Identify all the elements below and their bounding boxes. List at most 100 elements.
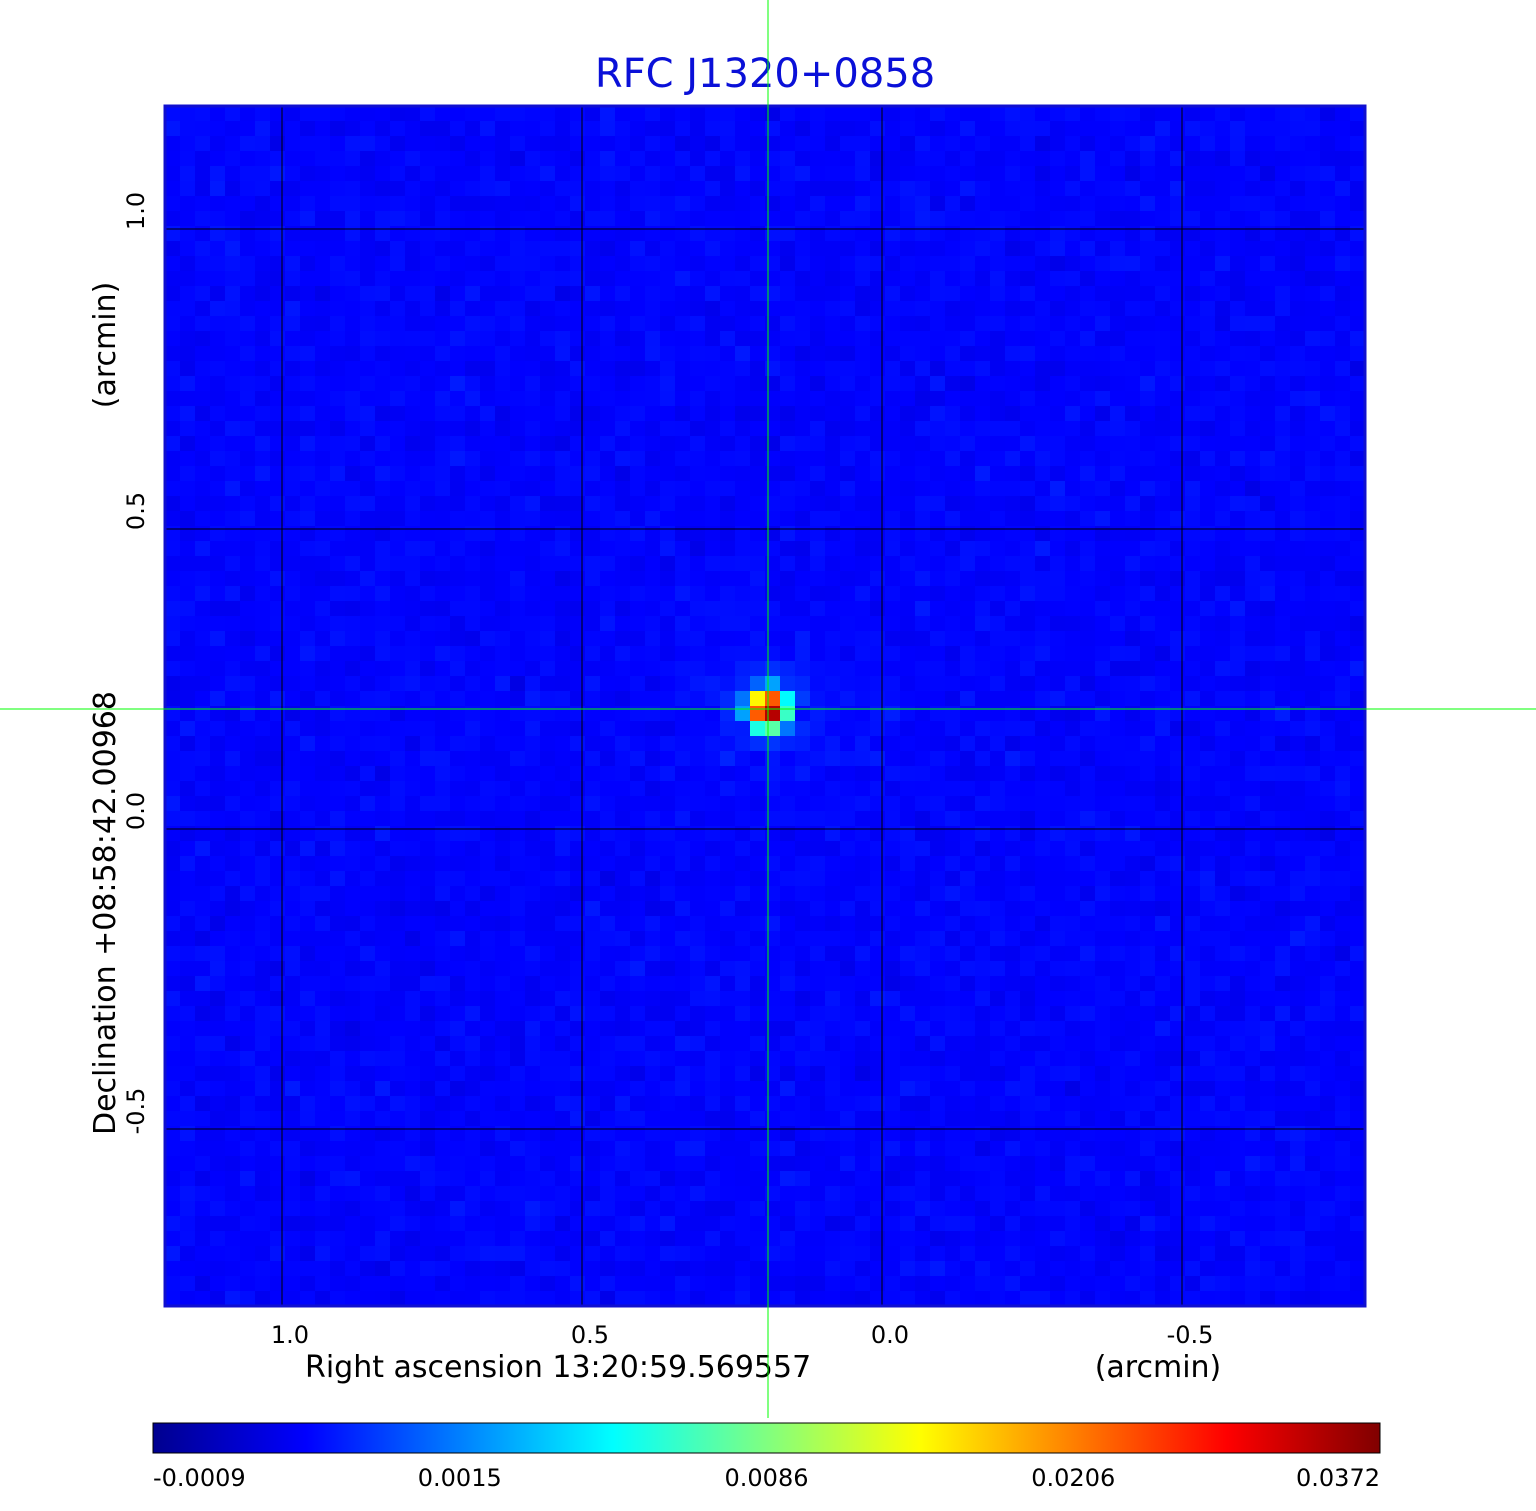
heatmap-cell — [1350, 316, 1365, 332]
heatmap-cell — [465, 916, 481, 932]
heatmap-cell — [585, 571, 601, 587]
heatmap-cell — [525, 766, 541, 782]
heatmap-cell — [450, 496, 466, 512]
heatmap-cell — [570, 421, 586, 437]
heatmap-cell — [1095, 511, 1111, 527]
heatmap-cell — [1305, 721, 1321, 737]
heatmap-cell — [540, 136, 556, 152]
heatmap-cell — [1185, 151, 1201, 167]
heatmap-cell — [870, 361, 886, 377]
heatmap-cell — [855, 871, 871, 887]
heatmap-cell — [1110, 181, 1126, 197]
heatmap-cell — [510, 136, 526, 152]
heatmap-cell — [960, 871, 976, 887]
heatmap-cell — [1140, 136, 1156, 152]
heatmap-cell — [1110, 211, 1126, 227]
heatmap-cell — [1335, 331, 1351, 347]
heatmap-cell — [855, 571, 871, 587]
heatmap-cell — [1275, 991, 1291, 1007]
heatmap-cell — [435, 841, 451, 857]
heatmap-cell — [1305, 691, 1321, 707]
heatmap-cell — [540, 241, 556, 257]
heatmap-cell — [600, 586, 616, 602]
heatmap-cell — [585, 871, 601, 887]
heatmap-cell — [255, 691, 271, 707]
heatmap-cell — [705, 631, 721, 647]
heatmap-cell — [510, 781, 526, 797]
heatmap-cell — [735, 856, 751, 872]
heatmap-cell — [855, 556, 871, 572]
heatmap-cell — [405, 391, 421, 407]
heatmap-cell — [1350, 541, 1365, 557]
heatmap-cell — [1080, 511, 1096, 527]
heatmap-cell — [720, 361, 736, 377]
heatmap-cell — [420, 256, 436, 272]
heatmap-cell — [990, 511, 1006, 527]
heatmap-cell — [615, 646, 631, 662]
heatmap-cell — [1125, 1006, 1141, 1022]
heatmap-cell — [465, 226, 481, 242]
heatmap-cell — [510, 841, 526, 857]
heatmap-cell — [1350, 586, 1365, 602]
heatmap-cell — [1275, 706, 1291, 722]
heatmap-cell — [1305, 376, 1321, 392]
heatmap-cell — [990, 436, 1006, 452]
heatmap-cell — [870, 886, 886, 902]
heatmap-cell — [675, 496, 691, 512]
heatmap-cell — [225, 796, 241, 812]
heatmap-cell — [315, 226, 331, 242]
heatmap-cell — [600, 196, 616, 212]
heatmap-cell — [1095, 451, 1111, 467]
heatmap-cell — [870, 466, 886, 482]
heatmap-cell — [1035, 301, 1051, 317]
heatmap-cell — [630, 646, 646, 662]
heatmap-cell — [1320, 886, 1336, 902]
heatmap-cell — [330, 481, 346, 497]
heatmap-cell — [255, 496, 271, 512]
heatmap-cell — [825, 391, 841, 407]
heatmap-cell — [1335, 106, 1351, 122]
heatmap-cell — [735, 481, 751, 497]
heatmap-cell — [360, 106, 376, 122]
heatmap-cell — [1140, 196, 1156, 212]
heatmap-cell — [675, 631, 691, 647]
heatmap-cell — [1095, 391, 1111, 407]
heatmap-cell — [675, 976, 691, 992]
heatmap-cell — [540, 586, 556, 602]
heatmap-cell — [1155, 436, 1171, 452]
heatmap-cell — [270, 466, 286, 482]
heatmap-cell — [1005, 601, 1021, 617]
heatmap-cell — [165, 166, 181, 182]
heatmap-cell — [255, 361, 271, 377]
heatmap-cell — [1335, 931, 1351, 947]
heatmap-cell — [510, 916, 526, 932]
heatmap-cell — [1170, 886, 1186, 902]
heatmap-cell — [1245, 1021, 1261, 1037]
heatmap-cell — [810, 916, 826, 932]
heatmap-cell — [450, 841, 466, 857]
heatmap-cell — [405, 841, 421, 857]
heatmap-cell — [945, 301, 961, 317]
heatmap-cell — [975, 271, 991, 287]
heatmap-cell — [180, 811, 196, 827]
heatmap-cell — [375, 646, 391, 662]
heatmap-cell — [780, 256, 796, 272]
heatmap-cell — [360, 586, 376, 602]
heatmap-cell — [1200, 421, 1216, 437]
heatmap-cell — [705, 331, 721, 347]
heatmap-cell — [1080, 721, 1096, 737]
heatmap-cell — [360, 496, 376, 512]
heatmap-cell — [945, 616, 961, 632]
heatmap-cell — [810, 826, 826, 842]
heatmap-cell — [990, 961, 1006, 977]
heatmap-cell — [1050, 496, 1066, 512]
heatmap-cell — [705, 1021, 721, 1037]
heatmap-cell — [750, 376, 766, 392]
heatmap-cell — [225, 1021, 241, 1037]
heatmap-cell — [1170, 271, 1186, 287]
heatmap-cell — [1245, 541, 1261, 557]
heatmap-cell — [1290, 781, 1306, 797]
heatmap-cell — [690, 1006, 706, 1022]
heatmap-cell — [1050, 826, 1066, 842]
heatmap-cell — [780, 751, 796, 767]
